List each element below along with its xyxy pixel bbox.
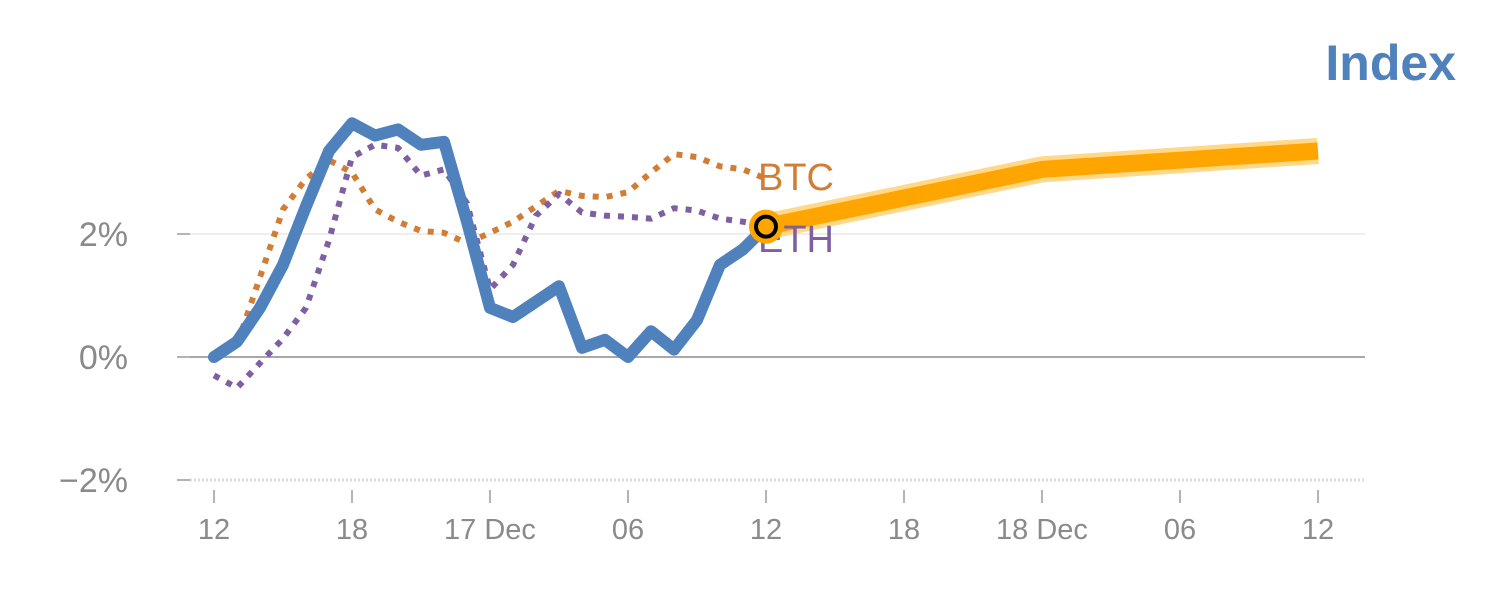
x-tick-label: 12 (198, 514, 230, 546)
series-layer (208, 117, 1319, 391)
x-tick-label: 06 (1164, 514, 1196, 546)
grid-layer (190, 233, 1365, 482)
y-tick-label: 0% (79, 339, 128, 377)
current-value-marker-ring (749, 209, 783, 244)
x-tick-label: 18 Dec (996, 514, 1088, 546)
btc-series-label: BTC (758, 157, 834, 199)
chart-title: Index (1325, 35, 1456, 91)
x-tick-label: 12 (750, 514, 782, 546)
y-tick-label: 2% (79, 216, 128, 254)
index-series-line (208, 117, 772, 363)
current-value-marker (754, 214, 778, 239)
x-tick-label: 12 (1302, 514, 1334, 546)
x-tick-label: 06 (612, 514, 644, 546)
x-tick-label: 18 (336, 514, 368, 546)
btc-series-line (212, 151, 768, 360)
x-tick-label: 17 Dec (444, 514, 536, 546)
forecast-line (764, 142, 1319, 235)
eth-series-line (212, 141, 767, 391)
x-tick-label: 18 (888, 514, 920, 546)
annotation-layer: Index BTC ETH (758, 35, 1456, 261)
marker-layer (749, 209, 783, 244)
axis-layer: −2% 0% 2% 12 18 17 Dec 06 12 18 18 Dec 06 12 (59, 216, 1334, 546)
y-tick-label: −2% (59, 462, 128, 500)
